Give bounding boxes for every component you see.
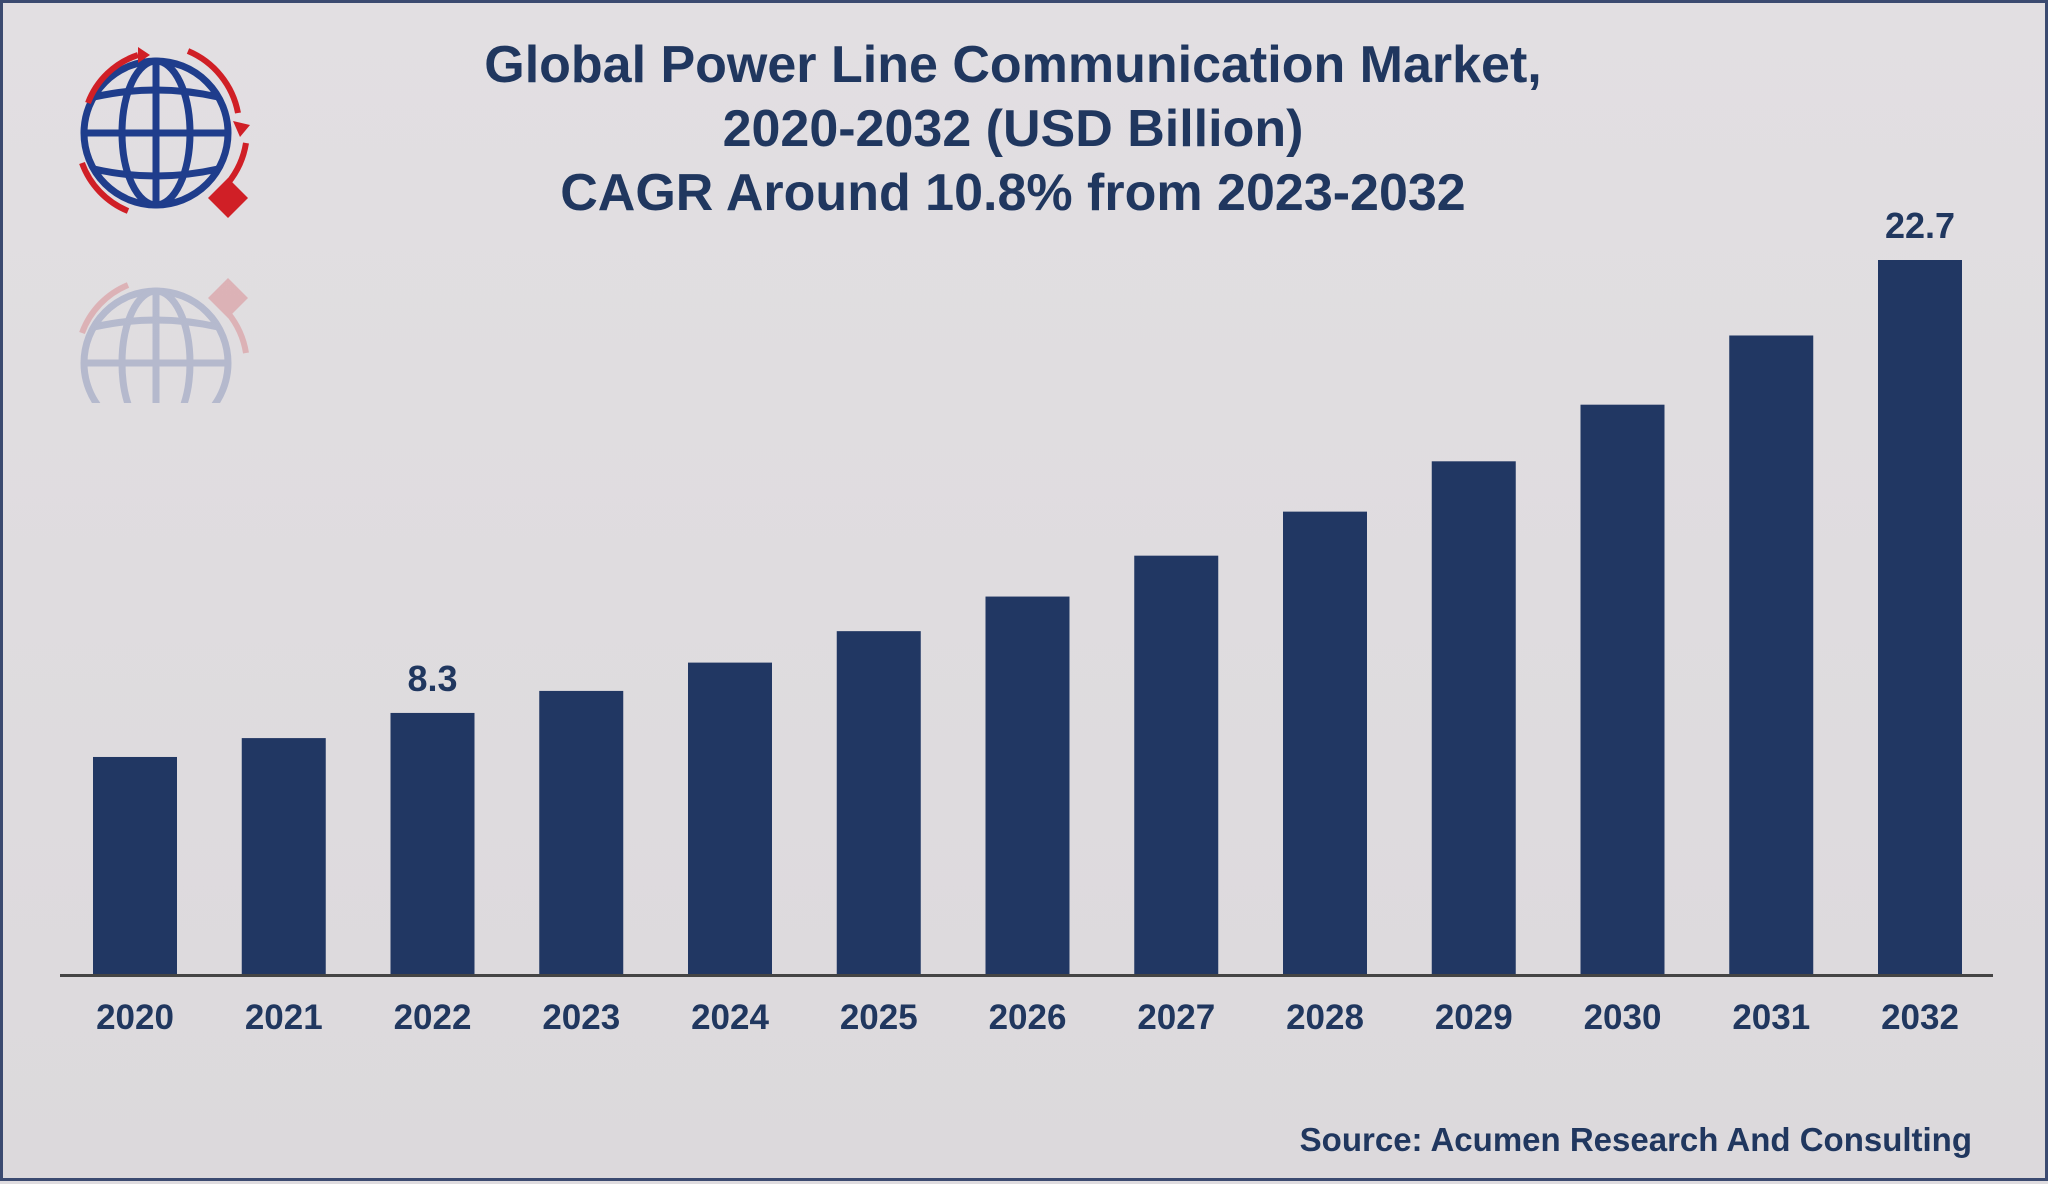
- chart-title-line-2: 2020-2032 (USD Billion): [722, 100, 1304, 158]
- x-tick-label-2030: 2030: [1584, 998, 1662, 1037]
- bar-2026: [985, 596, 1070, 974]
- globe-logo-reflection-icon: [79, 278, 249, 403]
- bar-2023: [539, 690, 624, 974]
- bar-chart: 2020 2021 2022 2023 2024 2025 2026 2027 2028 2029…: [60, 205, 1993, 1037]
- bar-2028: [1283, 511, 1367, 974]
- bar-2021: [241, 738, 326, 974]
- x-tick-label-2022: 2022: [394, 998, 472, 1037]
- x-tick-label-2028: 2028: [1286, 998, 1364, 1037]
- chart-title-line-1: Global Power Line Communication Market,: [484, 36, 1542, 94]
- source-note: Source: Acumen Research And Consulting: [1299, 1121, 1972, 1158]
- bar-2031: [1729, 335, 1814, 974]
- x-tick-label-2027: 2027: [1137, 998, 1215, 1037]
- chart-title: Global Power Line Communication Market, …: [303, 33, 1723, 225]
- x-tick-label-2032: 2032: [1881, 998, 1959, 1037]
- x-tick-label-2025: 2025: [840, 998, 918, 1037]
- x-tick-label-2020: 2020: [96, 998, 174, 1037]
- data-label-2022: 8.3: [407, 658, 457, 699]
- bar-2027: [1134, 555, 1219, 974]
- data-label-2032: 22.7: [1885, 205, 1955, 246]
- x-tick-label-2021: 2021: [245, 998, 323, 1037]
- bar-2032: [1878, 260, 1962, 974]
- bar-2030: [1580, 404, 1665, 974]
- x-tick-label-2024: 2024: [691, 998, 769, 1037]
- x-tick-label-2031: 2031: [1732, 998, 1810, 1037]
- bar-2024: [688, 662, 772, 974]
- x-tick-label-2029: 2029: [1435, 998, 1513, 1037]
- chart-title-line-3: CAGR Around 10.8% from 2023-2032: [560, 164, 1466, 222]
- bar-2029: [1431, 461, 1516, 974]
- globe-logo-icon: [79, 47, 250, 218]
- x-tick-label-2023: 2023: [542, 998, 620, 1037]
- bar-2022: [390, 712, 475, 974]
- bar-2025: [836, 631, 921, 974]
- bar-2020: [93, 756, 177, 974]
- x-tick-label-2026: 2026: [989, 998, 1067, 1037]
